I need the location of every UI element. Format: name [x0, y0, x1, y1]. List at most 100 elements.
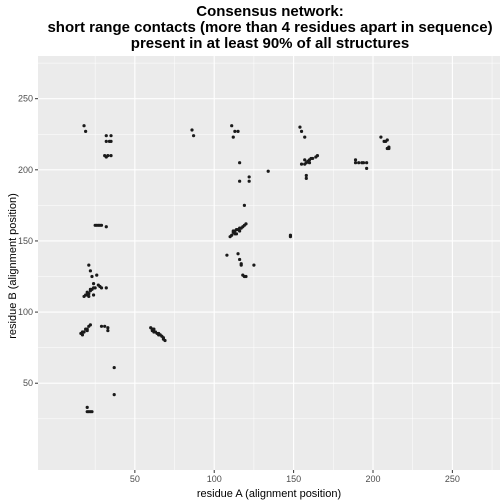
chart-title-line-2: short range contacts (more than 4 residu… [47, 19, 492, 36]
data-point [109, 139, 113, 143]
data-point [231, 135, 235, 139]
data-point [99, 223, 104, 227]
data-point [163, 338, 167, 343]
chart-title-line-3: present in at least 90% of all structure… [131, 35, 409, 52]
data-point [225, 253, 229, 257]
data-point [104, 134, 108, 138]
data-point [103, 324, 107, 328]
data-point [157, 331, 161, 336]
data-point [152, 327, 156, 331]
data-point [266, 169, 270, 173]
data-point [247, 175, 251, 179]
y-tick-label: 250 [18, 94, 33, 104]
y-tick-label: 150 [18, 236, 33, 246]
data-points [79, 124, 391, 414]
data-point [106, 326, 110, 330]
data-point [303, 158, 307, 162]
data-point [387, 146, 391, 151]
data-point [242, 203, 246, 207]
data-point [87, 294, 91, 299]
data-point [90, 274, 94, 279]
data-point [288, 235, 293, 239]
data-point [99, 324, 104, 328]
x-axis-label: residue A (alignment position) [197, 488, 341, 500]
data-point [104, 139, 108, 143]
y-axis-label: residue B (alignment position) [7, 193, 19, 339]
data-point [84, 129, 88, 134]
data-point [236, 129, 240, 134]
chart-title-line-1: Consensus network: [196, 3, 344, 20]
data-point [299, 162, 304, 166]
x-axis-ticks: 50 100 150 200 250 [130, 470, 460, 484]
data-point [238, 257, 242, 262]
data-point [106, 153, 110, 158]
data-point [238, 179, 242, 183]
data-point [90, 410, 94, 414]
data-point [303, 135, 307, 139]
data-point [252, 263, 256, 267]
data-point [357, 161, 361, 165]
data-point [109, 153, 113, 158]
data-point [365, 166, 369, 170]
data-point [231, 229, 235, 233]
data-point [365, 161, 369, 165]
data-point [244, 222, 248, 226]
data-point [95, 273, 99, 277]
data-point [85, 328, 89, 333]
data-point [80, 333, 85, 337]
data-point [82, 124, 86, 128]
data-point [91, 282, 96, 286]
data-point [106, 328, 110, 333]
data-point [233, 129, 237, 134]
data-point [236, 252, 240, 256]
y-axis-ticks: 50 100 150 200 250 [18, 94, 38, 388]
y-tick-label: 100 [18, 307, 33, 317]
data-point [304, 176, 308, 180]
data-point [239, 263, 243, 267]
data-point [93, 286, 97, 290]
data-point [109, 134, 113, 138]
data-point [104, 286, 108, 290]
data-point [299, 129, 304, 134]
data-point [244, 274, 248, 279]
data-point [85, 405, 89, 410]
data-point [353, 158, 358, 162]
data-point [87, 263, 91, 267]
data-point [238, 161, 242, 165]
data-point [88, 269, 92, 273]
data-point [230, 233, 234, 237]
data-point [104, 225, 108, 229]
data-point [361, 161, 366, 165]
data-point [190, 128, 194, 132]
plot-panel [38, 56, 500, 470]
x-tick-label: 150 [286, 474, 301, 484]
data-point [112, 365, 116, 370]
y-tick-label: 200 [18, 165, 33, 175]
data-point [385, 138, 389, 142]
data-point [311, 156, 315, 161]
gridlines [38, 56, 500, 470]
data-point [304, 173, 308, 178]
y-tick-label: 50 [23, 378, 33, 388]
x-tick-label: 50 [130, 474, 140, 484]
data-point [91, 293, 96, 297]
data-point [307, 161, 312, 165]
x-tick-label: 250 [445, 474, 460, 484]
data-point [234, 232, 239, 236]
data-point [298, 125, 302, 129]
data-point [112, 392, 116, 397]
x-tick-label: 200 [365, 474, 380, 484]
data-point [87, 291, 91, 296]
data-point [315, 153, 320, 158]
data-point [82, 294, 86, 299]
data-point [353, 161, 358, 165]
data-point [230, 124, 234, 128]
data-point [191, 134, 196, 138]
data-point [99, 286, 104, 290]
data-point [379, 135, 383, 139]
x-tick-label: 100 [207, 474, 222, 484]
data-point [247, 179, 251, 183]
data-point [82, 330, 86, 334]
data-point [88, 323, 92, 327]
